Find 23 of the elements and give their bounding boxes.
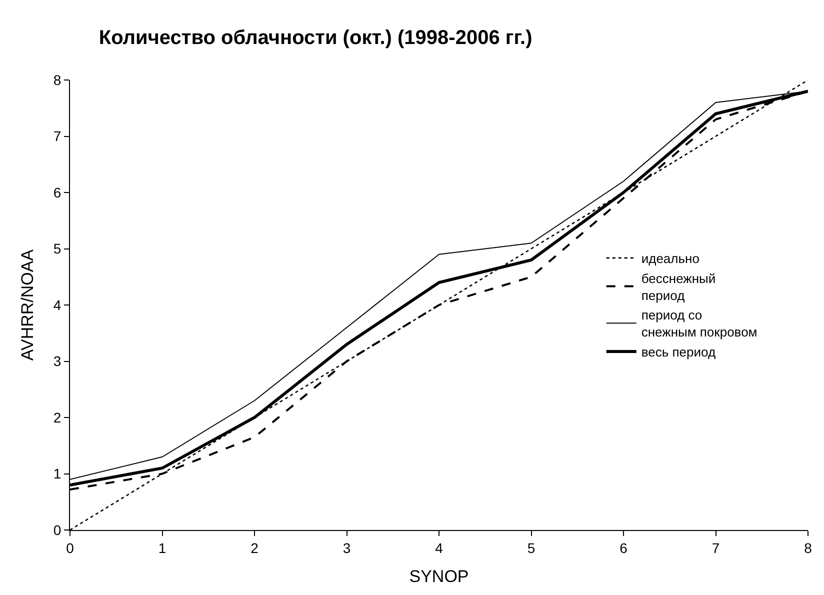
x-tick-label: 3	[342, 540, 351, 556]
y-tick-label: 4	[53, 296, 62, 313]
legend-label: весь период	[641, 344, 716, 360]
x-tick-label: 8	[804, 540, 812, 556]
legend-label: идеально	[641, 251, 700, 266]
x-tick-label: 0	[66, 540, 74, 556]
y-tick-label: 3	[53, 353, 62, 370]
y-tick-label: 6	[53, 184, 62, 200]
chart-title: Количество облачности (окт.) (1998-2006 гг.)	[98, 26, 532, 49]
y-tick-label: 8	[53, 72, 62, 88]
x-tick-label: 5	[527, 540, 536, 556]
x-tick-label: 2	[250, 540, 259, 556]
x-tick-label: 7	[712, 540, 720, 556]
y-tick-label: 0	[53, 522, 62, 538]
y-tick-label: 5	[53, 240, 62, 257]
y-tick-label: 7	[53, 128, 62, 144]
x-tick-label: 4	[435, 540, 444, 556]
y-tick-label: 2	[53, 409, 62, 426]
y-tick-label: 1	[53, 466, 62, 482]
x-axis-title: SYNOP	[409, 567, 469, 586]
x-tick-label: 6	[620, 540, 628, 556]
y-axis-title: AVHRR/NOAA	[18, 248, 37, 361]
x-tick-label: 1	[158, 540, 166, 556]
